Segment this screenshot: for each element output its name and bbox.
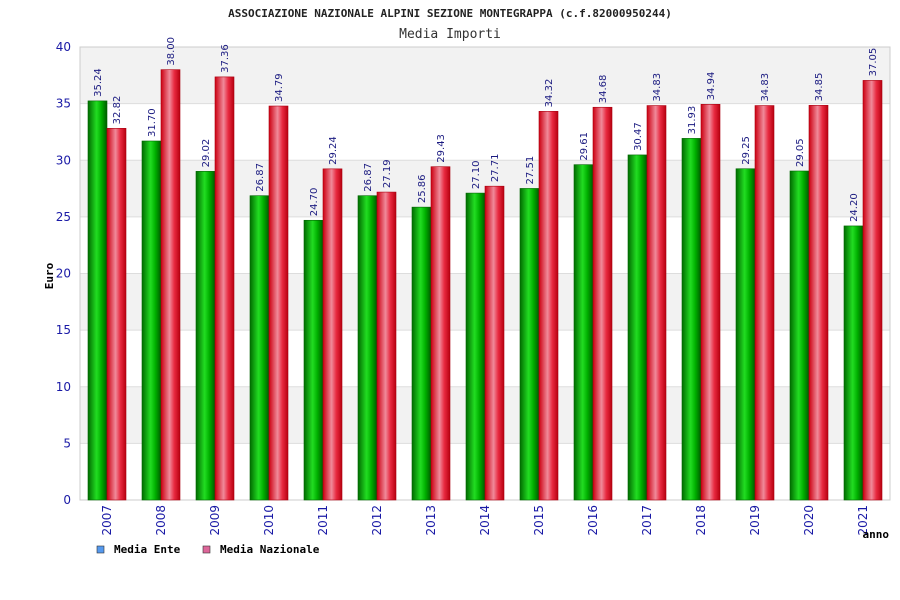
data-label: 25.86 [417, 174, 428, 203]
data-label: 26.87 [363, 163, 374, 192]
bar-media-ente [573, 164, 594, 501]
x-tick-label: 2010 [262, 505, 276, 536]
bar-media-ente [195, 171, 216, 501]
bar-media-ente [789, 170, 810, 501]
bars [87, 69, 883, 501]
bar-media-nazionale [106, 128, 127, 501]
x-tick-label: 2009 [208, 505, 222, 536]
data-label: 24.70 [309, 188, 320, 217]
chart-subtitle: Media Importi [399, 27, 501, 42]
x-tick-label: 2020 [802, 505, 816, 536]
data-label: 29.43 [436, 134, 447, 163]
bar-media-ente [141, 140, 162, 501]
data-label: 34.32 [544, 79, 555, 108]
y-axis-ticks: 0 5 10 15 20 25 30 35 40 [56, 40, 71, 507]
data-label: 27.19 [382, 159, 393, 188]
bar-media-nazionale [700, 104, 721, 501]
data-label: 34.79 [274, 73, 285, 102]
x-tick-label: 2014 [478, 505, 492, 536]
data-label: 34.83 [652, 73, 663, 102]
y-tick-label: 35 [56, 97, 71, 111]
legend-label-media-nazionale: Media Nazionale [220, 543, 320, 556]
y-tick-label: 30 [56, 153, 71, 167]
data-label: 29.25 [741, 136, 752, 165]
data-label: 27.71 [490, 154, 501, 183]
bar-media-nazionale [754, 105, 775, 501]
bar-media-nazionale [430, 166, 451, 501]
y-tick-label: 40 [56, 40, 71, 54]
x-tick-label: 2007 [100, 505, 114, 536]
data-label: 34.68 [598, 75, 609, 104]
data-label: 37.05 [868, 48, 879, 77]
x-tick-label: 2018 [694, 505, 708, 536]
x-axis-label: anno [863, 528, 890, 541]
data-label: 29.02 [201, 139, 212, 168]
x-tick-label: 2021 [856, 505, 870, 536]
bar-media-nazionale [592, 106, 613, 501]
data-label: 38.00 [166, 37, 177, 66]
data-label: 29.05 [795, 138, 806, 167]
chart-title: ASSOCIAZIONE NAZIONALE ALPINI SEZIONE MO… [228, 7, 672, 20]
bar-media-ente [303, 219, 324, 501]
bar-media-nazionale [268, 105, 289, 501]
x-tick-label: 2017 [640, 505, 654, 536]
bar-media-ente [411, 206, 432, 501]
bar-media-nazionale [160, 69, 181, 501]
value-labels: 35.24 32.82 31.70 38.00 29.02 37.36 26.87 34.79… [93, 37, 879, 222]
bar-media-nazionale [214, 76, 235, 501]
data-label: 32.82 [112, 96, 123, 125]
y-tick-label: 20 [56, 267, 71, 281]
data-label: 24.20 [849, 193, 860, 222]
bar-media-ente [843, 225, 864, 501]
legend-swatch-media-nazionale [202, 545, 211, 554]
x-tick-label: 2019 [748, 505, 762, 536]
data-label: 31.93 [687, 106, 698, 135]
data-label: 29.24 [328, 136, 339, 165]
y-tick-label: 15 [56, 323, 71, 337]
x-tick-label: 2013 [424, 505, 438, 536]
bar-media-nazionale [862, 80, 883, 501]
bar-media-nazionale [646, 105, 667, 501]
x-tick-label: 2008 [154, 505, 168, 536]
bar-media-nazionale [322, 168, 343, 501]
bar-media-ente [681, 138, 702, 501]
legend-swatch-media-ente [96, 545, 105, 554]
y-tick-label: 10 [56, 380, 71, 394]
data-label: 27.51 [525, 156, 536, 185]
x-tick-label: 2011 [316, 505, 330, 536]
legend: Media Ente Media Nazionale [96, 543, 320, 556]
data-label: 31.70 [147, 108, 158, 137]
data-label: 35.24 [93, 68, 104, 97]
bar-media-ente [249, 195, 270, 501]
data-label: 34.94 [706, 72, 717, 101]
x-axis-ticks: 2007 2008 2009 2010 2011 2012 2013 2014 2015 2016… [100, 505, 870, 536]
bar-media-nazionale [538, 111, 559, 501]
data-label: 26.87 [255, 163, 266, 192]
bar-media-nazionale [376, 191, 397, 501]
bar-media-ente [735, 168, 756, 501]
x-tick-label: 2016 [586, 505, 600, 536]
legend-label-media-ente: Media Ente [114, 543, 181, 556]
bar-media-ente [519, 188, 540, 501]
bar-media-ente [357, 195, 378, 501]
data-label: 27.10 [471, 160, 482, 189]
bar-media-ente [87, 100, 108, 501]
data-label: 34.83 [760, 73, 771, 102]
data-label: 29.61 [579, 132, 590, 161]
x-tick-label: 2015 [532, 505, 546, 536]
x-tick-label: 2012 [370, 505, 384, 536]
bar-media-ente [627, 154, 648, 501]
bar-media-ente [465, 192, 486, 501]
y-tick-label: 25 [56, 210, 71, 224]
bar-media-nazionale [484, 185, 505, 501]
y-tick-label: 0 [63, 493, 71, 507]
data-label: 34.85 [814, 73, 825, 102]
data-label: 30.47 [633, 122, 644, 151]
y-tick-label: 5 [63, 436, 71, 450]
y-axis-label: Euro [43, 262, 56, 289]
bar-media-nazionale [808, 105, 829, 501]
data-label: 37.36 [220, 44, 231, 73]
